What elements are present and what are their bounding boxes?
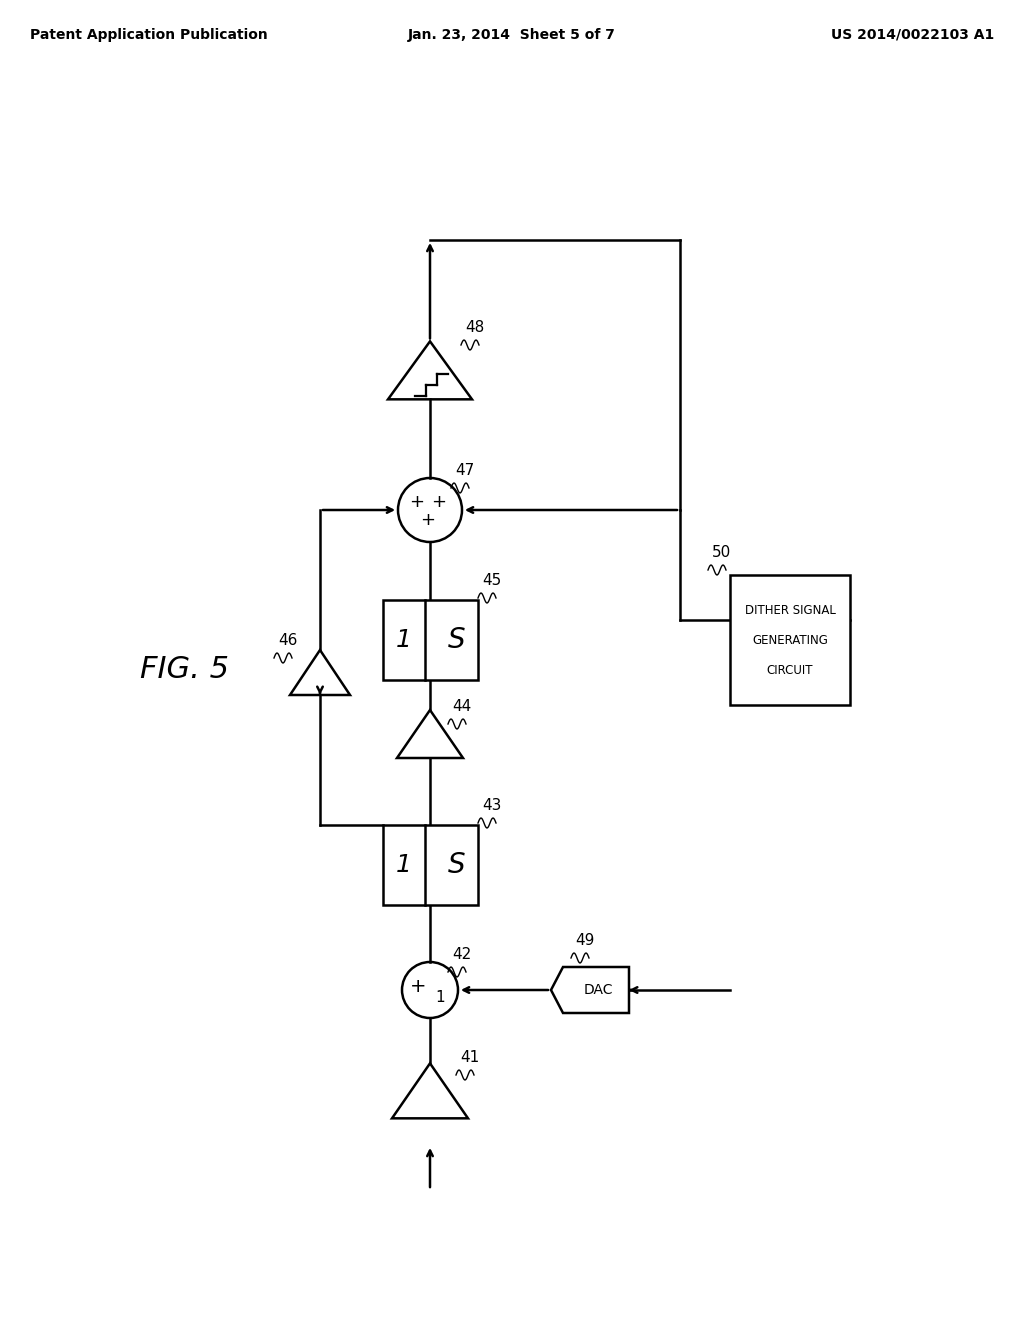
Text: 48: 48 bbox=[465, 319, 484, 335]
Text: +: + bbox=[431, 492, 446, 511]
Text: 49: 49 bbox=[575, 933, 594, 948]
Text: FIG. 5: FIG. 5 bbox=[140, 656, 229, 685]
Bar bbox=[730, 576, 850, 705]
Text: 43: 43 bbox=[482, 799, 502, 813]
Text: S: S bbox=[447, 626, 466, 653]
Text: +: + bbox=[421, 511, 435, 529]
Text: 47: 47 bbox=[455, 463, 474, 478]
Text: +: + bbox=[410, 978, 426, 997]
Text: DITHER SIGNAL: DITHER SIGNAL bbox=[744, 603, 836, 616]
Text: S: S bbox=[447, 851, 466, 879]
Text: CIRCUIT: CIRCUIT bbox=[767, 664, 813, 676]
Text: Jan. 23, 2014  Sheet 5 of 7: Jan. 23, 2014 Sheet 5 of 7 bbox=[408, 28, 616, 42]
Text: 46: 46 bbox=[278, 634, 297, 648]
Bar bbox=[383, 601, 477, 680]
Text: DAC: DAC bbox=[584, 983, 612, 997]
Text: 41: 41 bbox=[460, 1049, 479, 1065]
Text: +: + bbox=[410, 492, 425, 511]
Text: GENERATING: GENERATING bbox=[752, 634, 828, 647]
Text: 1: 1 bbox=[435, 990, 444, 1006]
Text: 1: 1 bbox=[395, 853, 412, 876]
Polygon shape bbox=[551, 968, 629, 1012]
Text: Patent Application Publication: Patent Application Publication bbox=[30, 28, 267, 42]
Text: 42: 42 bbox=[452, 946, 471, 962]
Text: 44: 44 bbox=[452, 700, 471, 714]
Text: 50: 50 bbox=[712, 545, 731, 560]
Text: 45: 45 bbox=[482, 573, 502, 587]
Bar bbox=[383, 825, 477, 906]
Text: US 2014/0022103 A1: US 2014/0022103 A1 bbox=[830, 28, 994, 42]
Text: 1: 1 bbox=[395, 628, 412, 652]
